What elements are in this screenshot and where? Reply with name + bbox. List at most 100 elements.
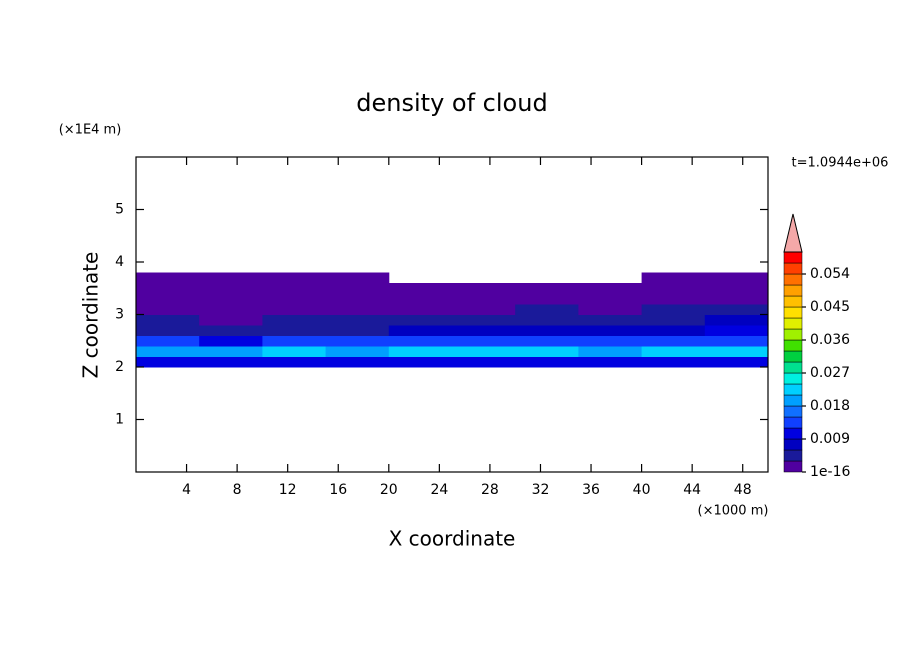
y-tick-label: 5 xyxy=(115,202,124,218)
contour-cell xyxy=(199,325,263,336)
contour-cell xyxy=(325,314,390,326)
contour-cell xyxy=(199,283,263,294)
contour-cell xyxy=(262,325,327,336)
colorbar-segment xyxy=(783,262,803,275)
colorbar-segment xyxy=(783,427,803,440)
contour-cell xyxy=(641,346,706,357)
contour-cell xyxy=(262,304,327,315)
contour-cell xyxy=(704,272,769,284)
x-tick-label: 48 xyxy=(734,482,752,498)
contour-cell xyxy=(515,314,579,326)
contour-cell xyxy=(136,325,200,336)
colorbar-segment xyxy=(783,405,803,418)
contour-cell xyxy=(199,335,263,347)
colorbar-tick-label: 1e-16 xyxy=(810,464,850,480)
contour-cell xyxy=(452,325,516,336)
colorbar-segment xyxy=(783,372,803,385)
contour-cell xyxy=(136,314,200,326)
contour-cell xyxy=(515,335,579,347)
contour-cell xyxy=(199,356,263,368)
contour-cell xyxy=(641,293,706,305)
x-axis-label: X coordinate xyxy=(389,527,516,551)
contour-cell xyxy=(136,283,200,294)
contour-cell xyxy=(704,356,769,368)
colorbar-segment xyxy=(783,328,803,341)
contour-cell xyxy=(199,293,263,305)
contour-cell xyxy=(641,356,706,368)
contour-cell xyxy=(641,283,706,294)
y-tick-label: 1 xyxy=(115,412,124,428)
contour-cell xyxy=(262,283,327,294)
contour-cell xyxy=(641,325,706,336)
contour-cell xyxy=(578,314,643,326)
contour-cell xyxy=(136,293,200,305)
contour-cell xyxy=(452,293,516,305)
contour-cell xyxy=(641,314,706,326)
contour-cell xyxy=(515,283,579,294)
colorbar-segment xyxy=(783,295,803,308)
colorbar-segment xyxy=(783,361,803,374)
contour-cell xyxy=(262,346,327,357)
contour-cell xyxy=(136,346,200,357)
contour-cell xyxy=(515,346,579,357)
contour-cell xyxy=(452,346,516,357)
x-unit: (×1000 m) xyxy=(698,504,769,519)
x-tick-label: 28 xyxy=(481,482,499,498)
colorbar-segment xyxy=(783,273,803,286)
contour-cell xyxy=(704,346,769,357)
colorbar-tick-label: 0.036 xyxy=(810,332,850,348)
x-tick-label: 8 xyxy=(233,482,242,498)
contour-cell xyxy=(325,283,390,294)
contour-cell xyxy=(199,272,263,284)
contour-cell xyxy=(452,283,516,294)
contour-cell xyxy=(388,314,453,326)
contour-cell xyxy=(388,346,453,357)
colorbar-segment xyxy=(783,449,803,462)
colorbar-tick-label: 0.009 xyxy=(810,431,850,447)
time-label: t=1.0944e+06 xyxy=(792,156,889,171)
contour-cell xyxy=(136,356,200,368)
contour-cell xyxy=(262,293,327,305)
contour-cell xyxy=(199,304,263,315)
contour-cell xyxy=(578,356,643,368)
contour-cell xyxy=(578,325,643,336)
contour-cell xyxy=(641,304,706,315)
contour-cell xyxy=(515,356,579,368)
colorbar-tick-label: 0.027 xyxy=(810,365,850,381)
colorbar-segment xyxy=(783,251,803,264)
contour-cell xyxy=(262,356,327,368)
contour-cell xyxy=(388,335,453,347)
x-tick-label: 40 xyxy=(633,482,651,498)
contour-cell xyxy=(199,346,263,357)
contour-cell xyxy=(388,283,453,294)
contour-cell xyxy=(388,356,453,368)
contour-cell xyxy=(325,325,390,336)
contour-cell xyxy=(262,314,327,326)
x-tick-label: 20 xyxy=(380,482,398,498)
contour-cell xyxy=(262,272,327,284)
contour-cell xyxy=(388,304,453,315)
contour-cell xyxy=(578,346,643,357)
contour-cell xyxy=(452,314,516,326)
colorbar-extend xyxy=(783,213,803,253)
contour-cell xyxy=(325,346,390,357)
colorbar-tick-label: 0.045 xyxy=(810,299,850,315)
y-unit: (×1E4 m) xyxy=(59,123,122,138)
colorbar-segment xyxy=(783,460,803,473)
y-tick-label: 2 xyxy=(115,359,124,375)
contour-cell xyxy=(325,335,390,347)
contour-cell xyxy=(578,304,643,315)
x-tick-label: 44 xyxy=(683,482,701,498)
contour-cell xyxy=(704,325,769,336)
contour-cell xyxy=(388,325,453,336)
contour-cell xyxy=(704,314,769,326)
contour-cell xyxy=(136,304,200,315)
x-tick-label: 36 xyxy=(582,482,600,498)
chart-title: density of cloud xyxy=(356,89,547,117)
contour-cell xyxy=(704,283,769,294)
contour-cell xyxy=(641,335,706,347)
colorbar-segment xyxy=(783,306,803,319)
contour-cell xyxy=(325,356,390,368)
contour-cell xyxy=(388,293,453,305)
